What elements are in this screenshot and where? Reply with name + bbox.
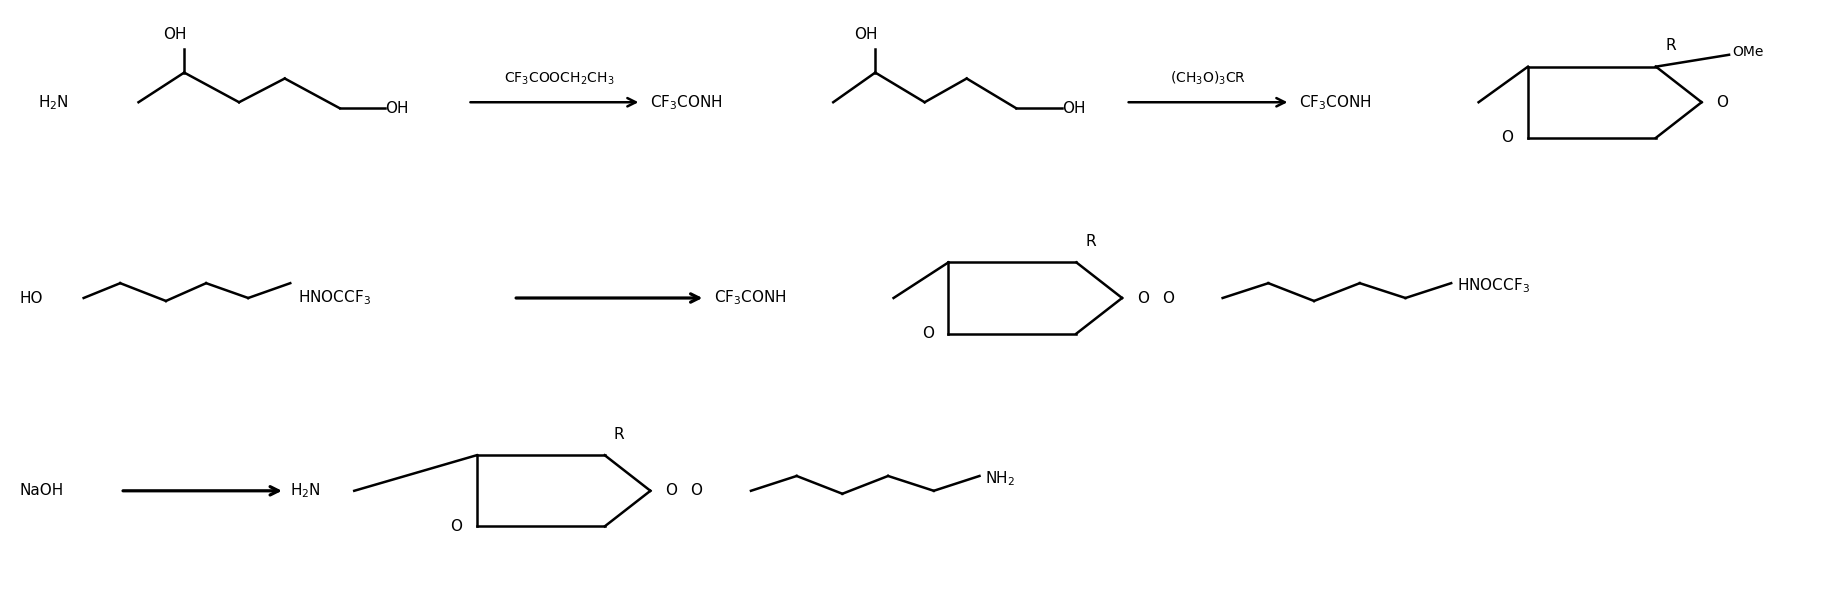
Text: O: O <box>920 326 933 341</box>
Text: OMe: OMe <box>1731 45 1762 59</box>
Text: (CH$_3$O)$_3$CR: (CH$_3$O)$_3$CR <box>1169 70 1246 87</box>
Text: OH: OH <box>1061 101 1085 116</box>
Text: R: R <box>613 427 624 442</box>
Text: NaOH: NaOH <box>20 483 64 498</box>
Text: CF$_3$CONH: CF$_3$CONH <box>650 93 723 111</box>
Text: O: O <box>1162 290 1173 306</box>
Text: OH: OH <box>163 26 187 42</box>
Text: OH: OH <box>384 101 408 116</box>
Text: CF$_3$COOCH$_2$CH$_3$: CF$_3$COOCH$_2$CH$_3$ <box>503 70 613 86</box>
Text: O: O <box>1136 290 1147 306</box>
Text: R: R <box>1663 38 1674 54</box>
Text: OH: OH <box>855 26 877 42</box>
Text: O: O <box>690 483 701 498</box>
Text: HO: HO <box>20 290 44 306</box>
Text: H$_2$N: H$_2$N <box>291 482 320 500</box>
Text: HNOCCF$_3$: HNOCCF$_3$ <box>298 288 370 308</box>
Text: O: O <box>664 483 677 498</box>
Text: O: O <box>1715 95 1728 110</box>
Text: H$_2$N: H$_2$N <box>38 93 70 111</box>
Text: CF$_3$CONH: CF$_3$CONH <box>714 288 787 308</box>
Text: CF$_3$CONH: CF$_3$CONH <box>1299 93 1371 111</box>
Text: R: R <box>1085 234 1096 249</box>
Text: HNOCCF$_3$: HNOCCF$_3$ <box>1457 277 1528 296</box>
Text: NH$_2$: NH$_2$ <box>985 470 1014 488</box>
Text: O: O <box>450 519 461 534</box>
Text: O: O <box>1501 131 1513 145</box>
